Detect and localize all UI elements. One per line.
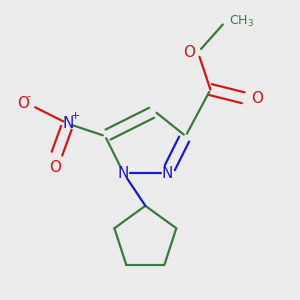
Text: N: N [62, 116, 74, 131]
Text: -: - [26, 91, 30, 101]
Text: N: N [161, 166, 173, 181]
Text: CH$_3$: CH$_3$ [229, 14, 254, 29]
Text: O: O [183, 45, 195, 60]
Text: O: O [17, 96, 29, 111]
Text: O: O [251, 92, 263, 106]
Text: O: O [50, 160, 61, 175]
Text: N: N [118, 166, 129, 181]
Text: +: + [71, 111, 80, 121]
